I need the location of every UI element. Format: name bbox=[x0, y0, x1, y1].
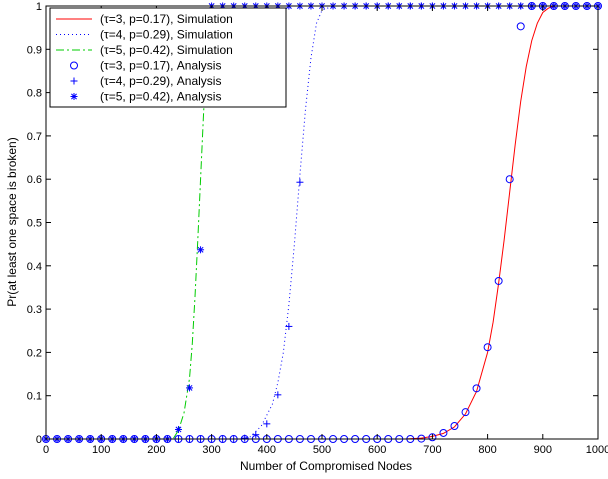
legend-label: (τ=4, p=0.29), Simulation bbox=[100, 28, 233, 42]
legend-label: (τ=4, p=0.29), Analysis bbox=[100, 74, 221, 88]
data-point bbox=[174, 425, 182, 433]
data-point bbox=[197, 246, 205, 254]
y-tick-label: 0.3 bbox=[27, 304, 42, 316]
x-tick-label: 700 bbox=[423, 444, 441, 456]
data-point bbox=[428, 433, 437, 442]
x-tick-label: 900 bbox=[534, 444, 552, 456]
data-point bbox=[252, 431, 260, 439]
y-tick-label: 0.8 bbox=[27, 88, 42, 100]
y-tick-label: 0 bbox=[36, 434, 42, 446]
x-tick-label: 200 bbox=[147, 444, 165, 456]
y-tick-label: 0.9 bbox=[27, 44, 42, 56]
series-1 bbox=[46, 5, 598, 440]
x-tick-label: 800 bbox=[478, 444, 496, 456]
data-point bbox=[472, 384, 481, 393]
x-tick-label: 500 bbox=[313, 444, 331, 456]
y-tick-label: 1 bbox=[36, 1, 42, 13]
y-tick-label: 0.6 bbox=[27, 174, 42, 186]
y-tick-label: 0.1 bbox=[27, 391, 42, 403]
data-point bbox=[505, 175, 514, 184]
data-point bbox=[241, 434, 249, 442]
data-point bbox=[439, 428, 448, 437]
legend-marker bbox=[70, 77, 78, 85]
legend-label: (τ=5, p=0.42), Simulation bbox=[100, 43, 233, 57]
legend-entry: (τ=5, p=0.42), Analysis bbox=[70, 90, 221, 104]
legend: (τ=3, p=0.17), Simulation (τ=4, p=0.29), … bbox=[49, 7, 287, 108]
data-point bbox=[516, 22, 525, 31]
axes-layer: 0 100 200 300 400 500 600 700 800 900 1000 0 0.1 0.2 0… bbox=[27, 1, 608, 456]
data-point bbox=[483, 343, 492, 352]
data-point bbox=[450, 422, 459, 431]
data-point bbox=[494, 276, 503, 285]
y-axis-label: Pr(at least one space is broken) bbox=[5, 137, 19, 306]
legend-marker bbox=[70, 93, 78, 100]
legend-entry: (τ=4, p=0.29), Simulation bbox=[56, 28, 233, 42]
legend-entry: (τ=4, p=0.29), Analysis bbox=[70, 74, 221, 88]
x-tick-label: 0 bbox=[43, 444, 49, 456]
series-line bbox=[46, 5, 598, 440]
legend-entry: (τ=5, p=0.42), Simulation bbox=[56, 43, 233, 57]
y-tick-label: 0.2 bbox=[27, 347, 42, 359]
legend-entry: (τ=3, p=0.17), Simulation bbox=[56, 12, 233, 26]
legend-label: (τ=3, p=0.17), Analysis bbox=[100, 59, 221, 73]
x-tick-label: 400 bbox=[258, 444, 276, 456]
legend-marker bbox=[70, 61, 78, 70]
x-tick-label: 1000 bbox=[586, 444, 608, 456]
legend-label: (τ=5, p=0.42), Analysis bbox=[100, 90, 221, 104]
data-point bbox=[274, 391, 282, 399]
data-point bbox=[461, 408, 470, 417]
data-point bbox=[296, 178, 304, 186]
data-point bbox=[263, 420, 271, 428]
data-point bbox=[285, 322, 293, 330]
y-tick-label: 0.7 bbox=[27, 131, 42, 143]
x-tick-label: 300 bbox=[202, 444, 220, 456]
legend-label: (τ=3, p=0.17), Simulation bbox=[100, 12, 233, 26]
x-tick-label: 600 bbox=[368, 444, 386, 456]
y-tick-label: 0.4 bbox=[27, 261, 42, 273]
y-tick-label: 0.5 bbox=[27, 218, 42, 230]
legend-box bbox=[49, 7, 287, 108]
x-axis-label: Number of Compromised Nodes bbox=[240, 459, 412, 473]
data-point bbox=[186, 384, 194, 392]
legend-entry: (τ=3, p=0.17), Analysis bbox=[70, 59, 221, 73]
x-tick-label: 100 bbox=[92, 444, 110, 456]
